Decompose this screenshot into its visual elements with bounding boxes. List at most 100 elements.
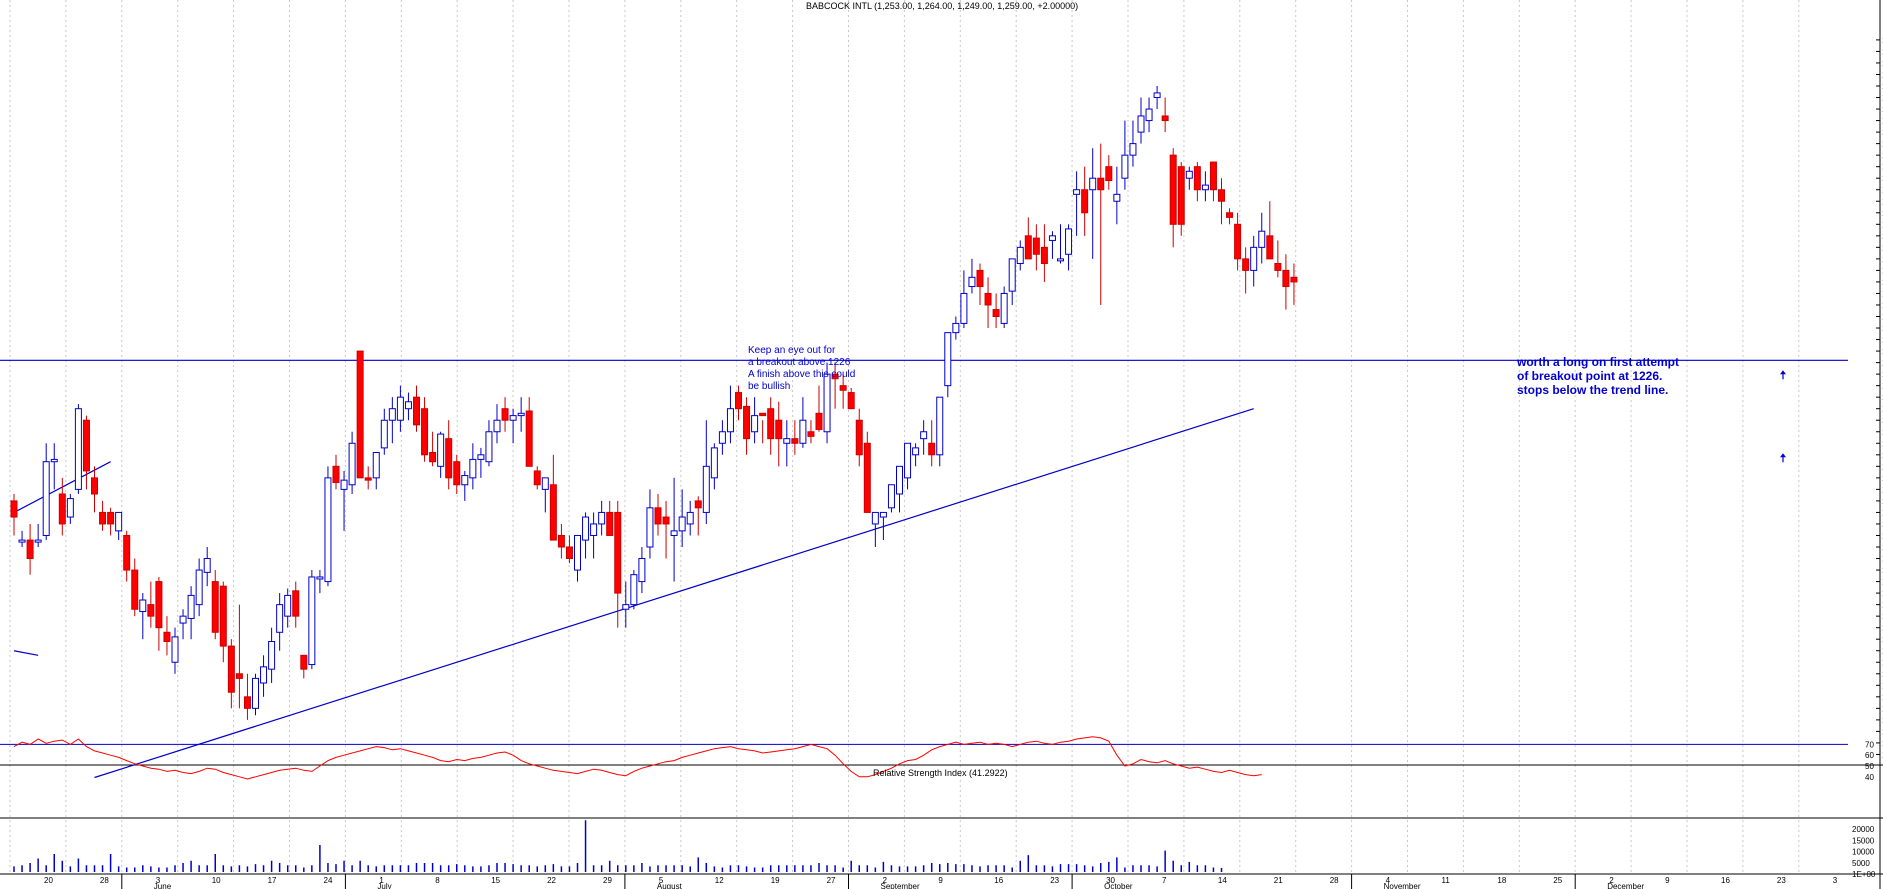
candle-body bbox=[1282, 269, 1290, 288]
candle-body bbox=[791, 438, 799, 444]
date-tick-label: 28 bbox=[1330, 876, 1339, 885]
candle-body bbox=[565, 546, 573, 560]
candle-body bbox=[1274, 262, 1282, 271]
candle bbox=[622, 581, 630, 628]
candle-body bbox=[1185, 170, 1193, 179]
candle bbox=[654, 493, 662, 536]
candle-body bbox=[936, 396, 944, 456]
candle-body bbox=[453, 461, 461, 486]
candle bbox=[1209, 161, 1217, 202]
month-label: October bbox=[1104, 882, 1133, 889]
candle bbox=[243, 673, 251, 720]
arrow-up-marker bbox=[1780, 453, 1786, 463]
date-tick-label: 18 bbox=[1497, 876, 1506, 885]
candle-body bbox=[404, 401, 412, 410]
candle bbox=[646, 489, 654, 559]
candle bbox=[759, 412, 767, 444]
candle bbox=[533, 466, 541, 490]
date-tick-label: 14 bbox=[1218, 876, 1227, 885]
month-label: December bbox=[1607, 882, 1644, 889]
candle-body bbox=[815, 412, 823, 430]
volume-tick-label: 5000 bbox=[1852, 859, 1870, 868]
gridlines bbox=[9, 0, 1800, 874]
candle-body bbox=[582, 516, 590, 541]
candle-body bbox=[243, 696, 251, 709]
candle-body bbox=[1153, 92, 1161, 99]
candle-body bbox=[58, 493, 66, 525]
candle bbox=[1282, 254, 1290, 310]
candle-body bbox=[904, 442, 912, 479]
candle bbox=[1113, 166, 1121, 225]
candle-body bbox=[654, 507, 662, 525]
candle bbox=[807, 420, 815, 444]
candle-body bbox=[928, 442, 936, 456]
date-tick-label: 17 bbox=[268, 876, 277, 885]
candle bbox=[582, 512, 590, 559]
candle bbox=[694, 496, 702, 536]
candle bbox=[74, 404, 82, 494]
volume-tick-label: 20000 bbox=[1852, 825, 1875, 834]
candle bbox=[920, 420, 928, 455]
candle bbox=[1274, 240, 1282, 278]
candle bbox=[783, 420, 791, 467]
candle bbox=[1258, 212, 1266, 264]
candle-body bbox=[1089, 177, 1097, 191]
candle-body bbox=[662, 516, 670, 525]
candle-body bbox=[1048, 235, 1056, 241]
candle-body bbox=[219, 585, 227, 647]
candle bbox=[227, 639, 235, 709]
candle bbox=[557, 523, 565, 559]
candle bbox=[574, 534, 581, 582]
date-tick-label: 5 bbox=[659, 876, 664, 885]
candle bbox=[904, 442, 912, 490]
candle-body bbox=[1137, 115, 1145, 133]
candle bbox=[171, 627, 179, 674]
candle-body bbox=[944, 332, 952, 387]
candle-body bbox=[348, 442, 356, 486]
candle-body bbox=[590, 523, 598, 536]
candle-body bbox=[1040, 246, 1048, 264]
candle-body bbox=[879, 511, 887, 518]
candle-body bbox=[718, 431, 726, 444]
candle bbox=[10, 493, 18, 536]
candle bbox=[823, 362, 831, 444]
candle bbox=[718, 420, 726, 455]
candle-body bbox=[396, 396, 404, 421]
candle bbox=[686, 500, 694, 536]
candle-body bbox=[107, 511, 115, 525]
candle bbox=[469, 443, 477, 490]
candle-body bbox=[726, 408, 734, 433]
candle-body bbox=[694, 500, 702, 509]
candle bbox=[799, 397, 807, 448]
candle bbox=[879, 511, 887, 541]
candle-body bbox=[380, 419, 388, 449]
candle bbox=[421, 397, 429, 462]
candle-body bbox=[485, 431, 493, 463]
candle-body bbox=[421, 408, 429, 456]
candle-body bbox=[356, 350, 364, 479]
candle bbox=[517, 397, 525, 432]
candle bbox=[670, 477, 678, 582]
candle bbox=[1105, 155, 1113, 190]
volume-tick-label: 15000 bbox=[1852, 836, 1875, 845]
candle-body bbox=[477, 454, 485, 460]
volume-axis: 20000 15000 10000 5000 1E+00 bbox=[1852, 825, 1876, 879]
candle-body bbox=[743, 405, 751, 440]
candle bbox=[139, 593, 147, 640]
candle-body bbox=[735, 392, 742, 410]
date-tick-label: 11 bbox=[1442, 876, 1451, 885]
candle-body bbox=[260, 666, 268, 684]
candle bbox=[984, 277, 992, 329]
volume-bars bbox=[13, 820, 1223, 872]
annotation-long-entry: worth a long on first attempt of breakou… bbox=[1517, 355, 1679, 397]
candle-body bbox=[292, 590, 300, 617]
candle-body bbox=[702, 465, 710, 513]
date-tick-label: 28 bbox=[100, 876, 109, 885]
candle bbox=[195, 558, 203, 617]
candle-body bbox=[1024, 235, 1032, 260]
short-lower-trend-line bbox=[13, 650, 39, 656]
candle-body bbox=[131, 569, 139, 610]
candle-body bbox=[751, 415, 759, 433]
date-tick-label: 29 bbox=[603, 876, 612, 885]
candle-body bbox=[91, 477, 98, 495]
